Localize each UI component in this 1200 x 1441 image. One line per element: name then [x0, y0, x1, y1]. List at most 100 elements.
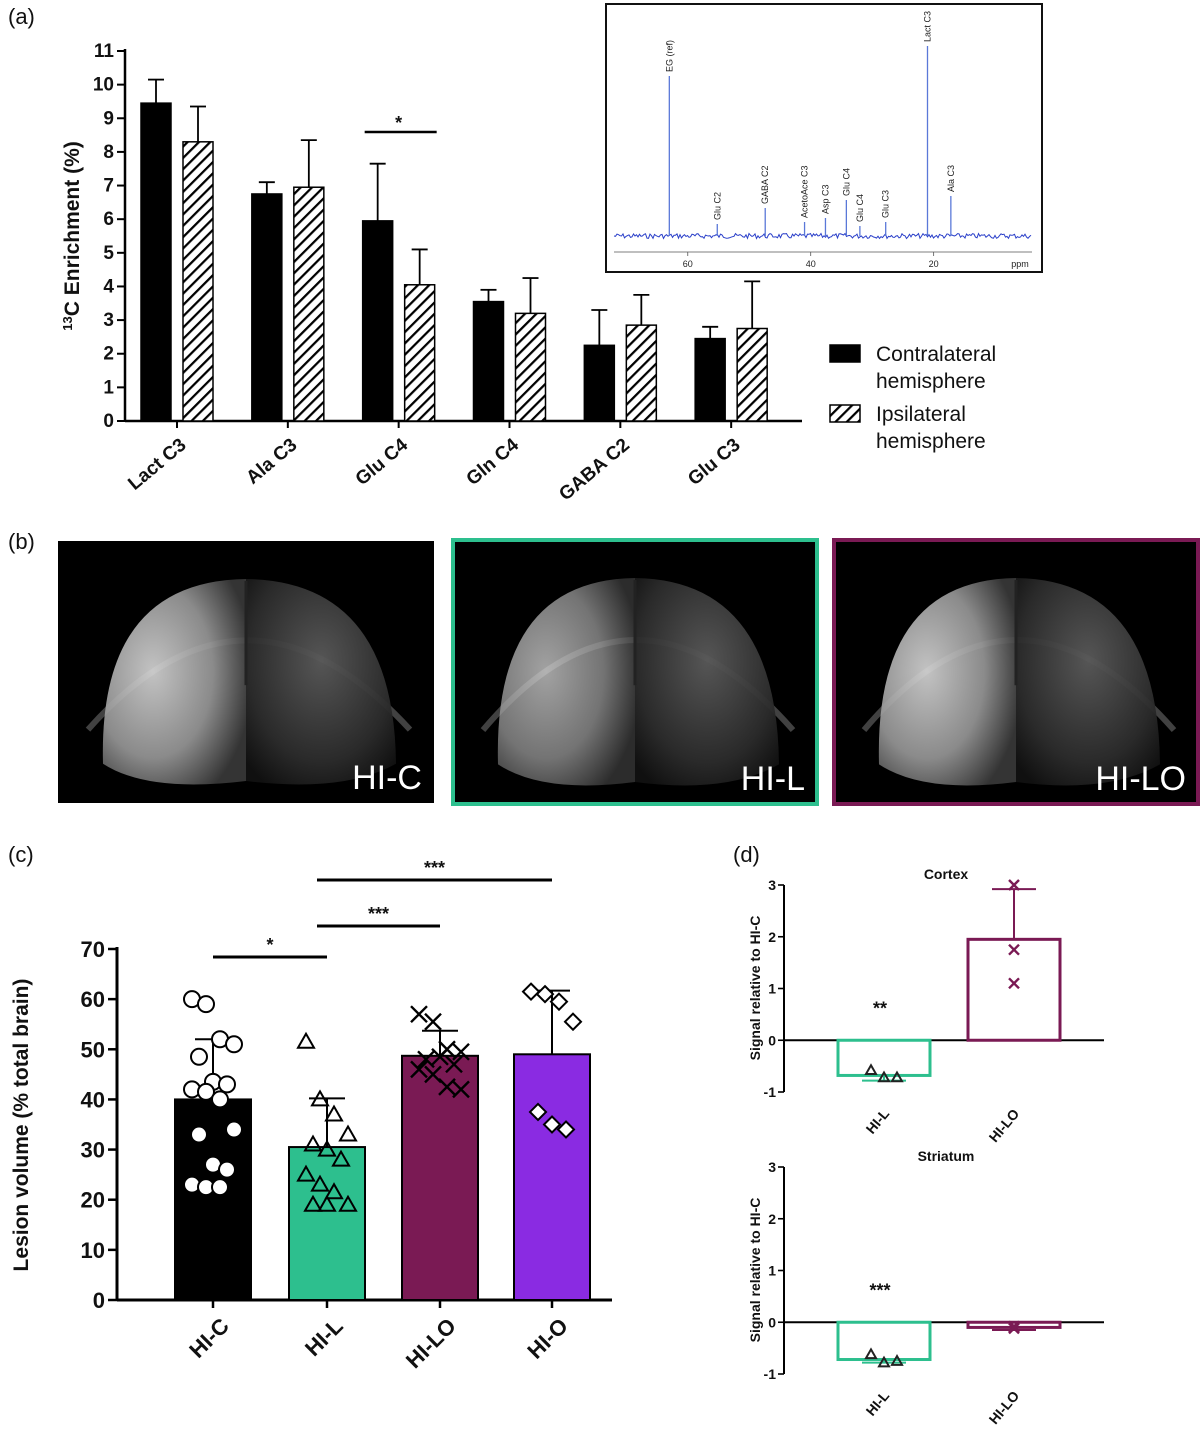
y-tick-label-d: 0 — [768, 1314, 776, 1330]
bar-c-hi-lo — [401, 1054, 479, 1302]
data-point-d — [1008, 1321, 1020, 1334]
spectrum-peak-label: AcetoAce C3 — [800, 165, 810, 218]
spectrum-tick-label: 40 — [806, 259, 816, 269]
y-tick-label-d: -1 — [764, 1084, 777, 1100]
x-tick-label-a: GABA C2 — [555, 435, 633, 506]
y-tick-label-a: 7 — [103, 176, 114, 197]
data-point-d — [1008, 977, 1020, 990]
y-tick-label-d: 3 — [768, 877, 776, 893]
y-tick-label-d: 2 — [768, 929, 776, 945]
y-tick-label-a: 1 — [103, 377, 114, 398]
data-point-c — [310, 1174, 330, 1192]
spectrum-axis-label: ppm — [1011, 259, 1029, 269]
y-tick-label-c: 20 — [81, 1188, 105, 1213]
data-point-d — [1008, 879, 1020, 891]
spectrum-tick-label: 60 — [683, 259, 693, 269]
data-point-c — [417, 1050, 435, 1069]
y-tick-label-c: 0 — [93, 1288, 105, 1313]
chart-d-striatum: Striatum -1 0 1 2 3 Signal relative to HI-C HI-… — [747, 1148, 1104, 1427]
y-tick-label-c: 50 — [81, 1037, 105, 1062]
chart-title-d: Cortex — [924, 866, 969, 882]
spectrum-tick-label: 20 — [929, 259, 939, 269]
data-point-d — [864, 1347, 878, 1360]
spectrum-peak-label: EG (ref) — [664, 40, 674, 72]
spectrum-baseline — [613, 232, 1032, 240]
data-point-c — [535, 984, 555, 1004]
mri-label: HI-LO — [1095, 760, 1186, 798]
bar-a-ipsilateral — [403, 284, 436, 422]
significance-star-d: ** — [873, 998, 887, 1018]
x-tick-label-c: HI-O — [522, 1313, 573, 1364]
data-point-d — [864, 1063, 878, 1076]
chart-title-d: Striatum — [918, 1148, 975, 1164]
legend-swatch-a — [829, 404, 861, 423]
legend-label-a: Contralateral — [876, 343, 996, 366]
y-tick-label-c: 60 — [81, 987, 105, 1012]
x-tick-label-c: HI-L — [300, 1313, 348, 1361]
bar-a-ipsilateral — [625, 324, 658, 422]
data-point-c — [218, 1160, 236, 1179]
spectrum-peak-label: Glu C4 — [841, 168, 851, 196]
bar-a-contralateral — [140, 102, 172, 422]
data-point-c — [542, 1115, 562, 1134]
y-axis-label-d: Signal relative to HI-C — [747, 916, 763, 1061]
data-point-c — [303, 1134, 323, 1152]
y-axis-label-c: Lesion volume (% total brain) — [10, 979, 33, 1272]
y-axis-label-sup: 13 — [60, 316, 75, 330]
bar-a-ipsilateral — [293, 186, 325, 422]
x-tick-label-c: HI-LO — [401, 1313, 461, 1373]
y-tick-label-c: 70 — [81, 937, 105, 962]
spectrum-peak-label: GABA C2 — [760, 165, 770, 204]
mri-right-hemisphere — [1016, 578, 1160, 786]
data-point-c — [521, 982, 541, 1002]
data-point-c — [410, 1005, 428, 1024]
y-tick-label-d: 2 — [768, 1211, 776, 1227]
data-point-c — [431, 1047, 449, 1066]
mri-right-hemisphere — [246, 579, 396, 785]
x-tick-label-d: HI-L — [863, 1105, 893, 1136]
data-point-c — [211, 1090, 229, 1109]
data-point-c — [310, 1089, 330, 1107]
spectrum-peak-label: Glu C2 — [712, 192, 722, 220]
data-point-d — [877, 1355, 891, 1368]
data-point-c — [190, 1125, 208, 1144]
chart-c: 0 10 20 30 40 50 60 70 Lesion volume (% total br… — [10, 858, 612, 1373]
spectrum-peak-label: Glu C3 — [881, 190, 891, 218]
mri-image-hi-c: HI-C — [58, 541, 434, 803]
y-tick-label-a: 5 — [103, 243, 114, 264]
x-tick-label-a: Ala C3 — [242, 435, 301, 489]
spectrum-peak-label: Lact C3 — [923, 11, 933, 42]
spectrum-peak-label: Glu C4 — [855, 194, 865, 222]
bar-a-ipsilateral — [514, 312, 547, 422]
y-tick-label-a: 9 — [103, 108, 114, 129]
mri-label: HI-L — [741, 760, 805, 798]
data-point-c — [438, 1078, 456, 1096]
inset-spectrum: EG (ref) Glu C2 GABA C2 AcetoAce C3 Asp C3 Gl… — [605, 3, 1043, 273]
mri-image-hi-lo: HI-LO — [832, 538, 1200, 806]
bar-a-contralateral — [472, 300, 505, 422]
mri-right-hemisphere — [635, 578, 779, 786]
data-point-c — [452, 1042, 470, 1061]
data-point-c — [549, 992, 569, 1012]
x-tick-label-a: Glu C4 — [352, 434, 413, 490]
bar-a-ipsilateral — [736, 327, 768, 422]
mri-label: HI-C — [352, 759, 422, 797]
data-point-c — [317, 1139, 337, 1157]
data-point-c — [317, 1194, 337, 1212]
data-point-c — [296, 1164, 316, 1182]
y-tick-label-c: 10 — [81, 1238, 105, 1263]
y-tick-label-a: 10 — [93, 75, 114, 96]
mri-left-hemisphere — [878, 578, 1016, 786]
y-tick-label-a: 8 — [103, 142, 114, 163]
data-point-c — [190, 1047, 208, 1066]
data-point-d — [890, 1070, 904, 1083]
x-tick-label-d: HI-LO — [986, 1388, 1023, 1428]
data-point-d — [877, 1070, 891, 1083]
legend-label-a: hemisphere — [876, 430, 986, 453]
legend-label-a: hemisphere — [876, 370, 986, 393]
y-tick-label-d: -1 — [764, 1366, 777, 1382]
legend-swatch-a — [829, 344, 861, 363]
data-point-c — [197, 1082, 215, 1101]
y-tick-label-d: 0 — [768, 1032, 776, 1048]
